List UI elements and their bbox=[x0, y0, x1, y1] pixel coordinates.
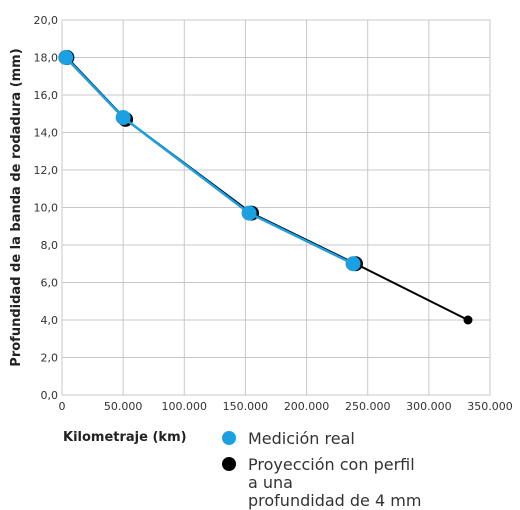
y-tick-label: 4,0 bbox=[41, 314, 59, 327]
x-tick-label: 50.000 bbox=[104, 400, 143, 413]
legend-label-projection-line2: profundidad de 4 mm bbox=[248, 491, 422, 510]
plot-border bbox=[61, 19, 491, 396]
y-tick-label: 18,0 bbox=[34, 52, 59, 65]
legend-label-projection: Proyección con perfil a una profundidad … bbox=[248, 456, 428, 510]
y-tick-label: 0,0 bbox=[41, 389, 59, 402]
series-projection-point bbox=[463, 315, 473, 325]
legend-dot-blue bbox=[222, 431, 236, 445]
y-tick-label: 10,0 bbox=[34, 202, 59, 215]
y-tick-label: 8,0 bbox=[41, 239, 59, 252]
x-axis-label: Kilometraje (km) bbox=[63, 430, 187, 445]
x-tick-label: 150.000 bbox=[223, 400, 269, 413]
series-measurement-point bbox=[241, 205, 257, 221]
legend-label-projection-line1: Proyección con perfil a una bbox=[248, 455, 415, 492]
series-projection-line bbox=[66, 56, 469, 321]
x-tick-label: 300.000 bbox=[406, 400, 452, 413]
series-measurement-line bbox=[64, 56, 354, 265]
chart-area: 0 50.000 100.000 150.000 200.000 250.000 300.0… bbox=[9, 14, 513, 413]
legend-dot-black bbox=[222, 457, 236, 471]
series-measurement-point bbox=[345, 256, 361, 272]
y-tick-label: 12,0 bbox=[34, 164, 59, 177]
legend-item-measurement: Medición real bbox=[222, 430, 428, 448]
y-tick-label: 16,0 bbox=[34, 89, 59, 102]
y-tick-label: 6,0 bbox=[41, 277, 59, 290]
series-measurement-point bbox=[58, 50, 74, 65]
legend-item-projection: Proyección con perfil a una profundidad … bbox=[222, 456, 428, 510]
x-tick-label: 200.000 bbox=[284, 400, 330, 413]
legend-label-measurement: Medición real bbox=[248, 429, 355, 448]
x-tick-label: 100.000 bbox=[162, 400, 208, 413]
x-tick-label: 350.000 bbox=[467, 400, 513, 413]
x-tick-label: 250.000 bbox=[345, 400, 391, 413]
y-tick-label: 2,0 bbox=[41, 352, 59, 365]
y-tick-label: 14,0 bbox=[34, 127, 59, 140]
x-tick-label: 0 bbox=[59, 400, 66, 413]
y-tick-label: 20,0 bbox=[34, 14, 59, 27]
y-axis-label: Profundidad de la banda de rodadura (mm) bbox=[9, 48, 24, 366]
series-measurement-point bbox=[115, 110, 131, 125]
